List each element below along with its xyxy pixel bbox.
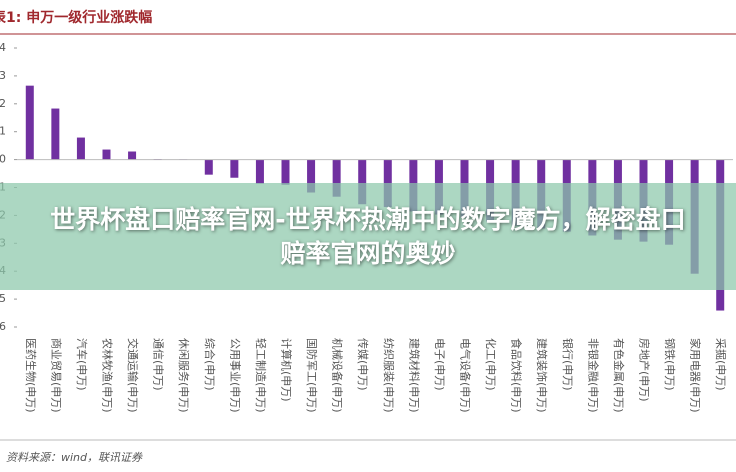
- x-tick-label: 国防军工(申万): [305, 338, 319, 413]
- x-tick-label: 机械设备(申万): [331, 338, 345, 413]
- y-tick-label: -5: [0, 292, 6, 305]
- x-tick-label: 银行(申万): [561, 338, 575, 391]
- y-tick-label: 1: [0, 125, 6, 138]
- x-tick-label: 电子(申万): [433, 338, 446, 391]
- bar: [358, 159, 367, 205]
- x-tick-label: 房地产(申万): [638, 338, 652, 402]
- x-tick-label: 化工(申万): [484, 338, 498, 391]
- x-tick-label: 建筑装饰(申万): [535, 338, 549, 413]
- x-tick-label: 食品饮料(申万): [510, 338, 524, 413]
- x-tick-label: 农林牧渔(申万): [101, 338, 115, 413]
- x-tick-label: 家用电器(申万): [689, 338, 703, 413]
- x-tick-label: 休闲服务(申万): [177, 338, 191, 413]
- y-tick-label: 2: [0, 97, 6, 110]
- overlay-banner: 世界杯盘口赔率官网-世界杯热潮中的数字魔方，解密盘口赔率官网的奥妙: [0, 183, 736, 290]
- bar: [76, 137, 85, 160]
- x-tick-label: 轻工制造(申万): [254, 338, 268, 413]
- x-tick-label: 传媒(申万): [356, 338, 369, 391]
- x-tick-label: 有色金属(申万): [612, 338, 626, 413]
- bar: [307, 159, 316, 193]
- x-tick-label: 建筑材料(申万): [407, 338, 421, 413]
- x-tick-label: 通信(申万): [152, 338, 165, 391]
- y-tick-label: 3: [0, 69, 6, 82]
- x-tick-label: 钢铁(申万): [663, 338, 676, 391]
- bar: [102, 149, 111, 160]
- x-tick-label: 汽车(申万): [75, 338, 89, 391]
- x-tick-label: 采掘(申万): [714, 338, 728, 391]
- bar: [281, 159, 290, 185]
- x-tick-label: 医药生物(申万): [24, 338, 38, 413]
- x-tick-label: 交通运输(申万): [126, 338, 140, 413]
- x-tick-label: 电气设备(申万): [459, 338, 473, 413]
- x-tick-label: 纺织服装(申万): [382, 338, 396, 413]
- x-tick-label: 非银金融(申万): [586, 338, 600, 413]
- x-tick-label: 综合(申万): [203, 338, 217, 391]
- x-tick-label: 计算机(申万): [280, 338, 294, 402]
- overlay-text: 世界杯盘口赔率官网-世界杯热潮中的数字魔方，解密盘口赔率官网的奥妙: [50, 204, 686, 268]
- y-tick-label: 4: [0, 41, 6, 54]
- x-tick-label: 公用事业(申万): [228, 338, 241, 413]
- bar: [230, 159, 239, 178]
- bar: [204, 159, 213, 175]
- bar: [51, 108, 60, 160]
- y-tick-label: 0: [0, 153, 6, 166]
- bar: [332, 159, 341, 197]
- y-tick-label: -6: [0, 320, 6, 333]
- bar: [128, 151, 137, 160]
- bar: [25, 85, 34, 160]
- chart-title: 表1: 申万一级行业涨跌幅: [0, 9, 152, 26]
- source: 资料来源：wind，联讯证券: [6, 451, 143, 464]
- bar: [255, 159, 264, 184]
- x-tick-label: 商业贸易(申万): [49, 338, 63, 413]
